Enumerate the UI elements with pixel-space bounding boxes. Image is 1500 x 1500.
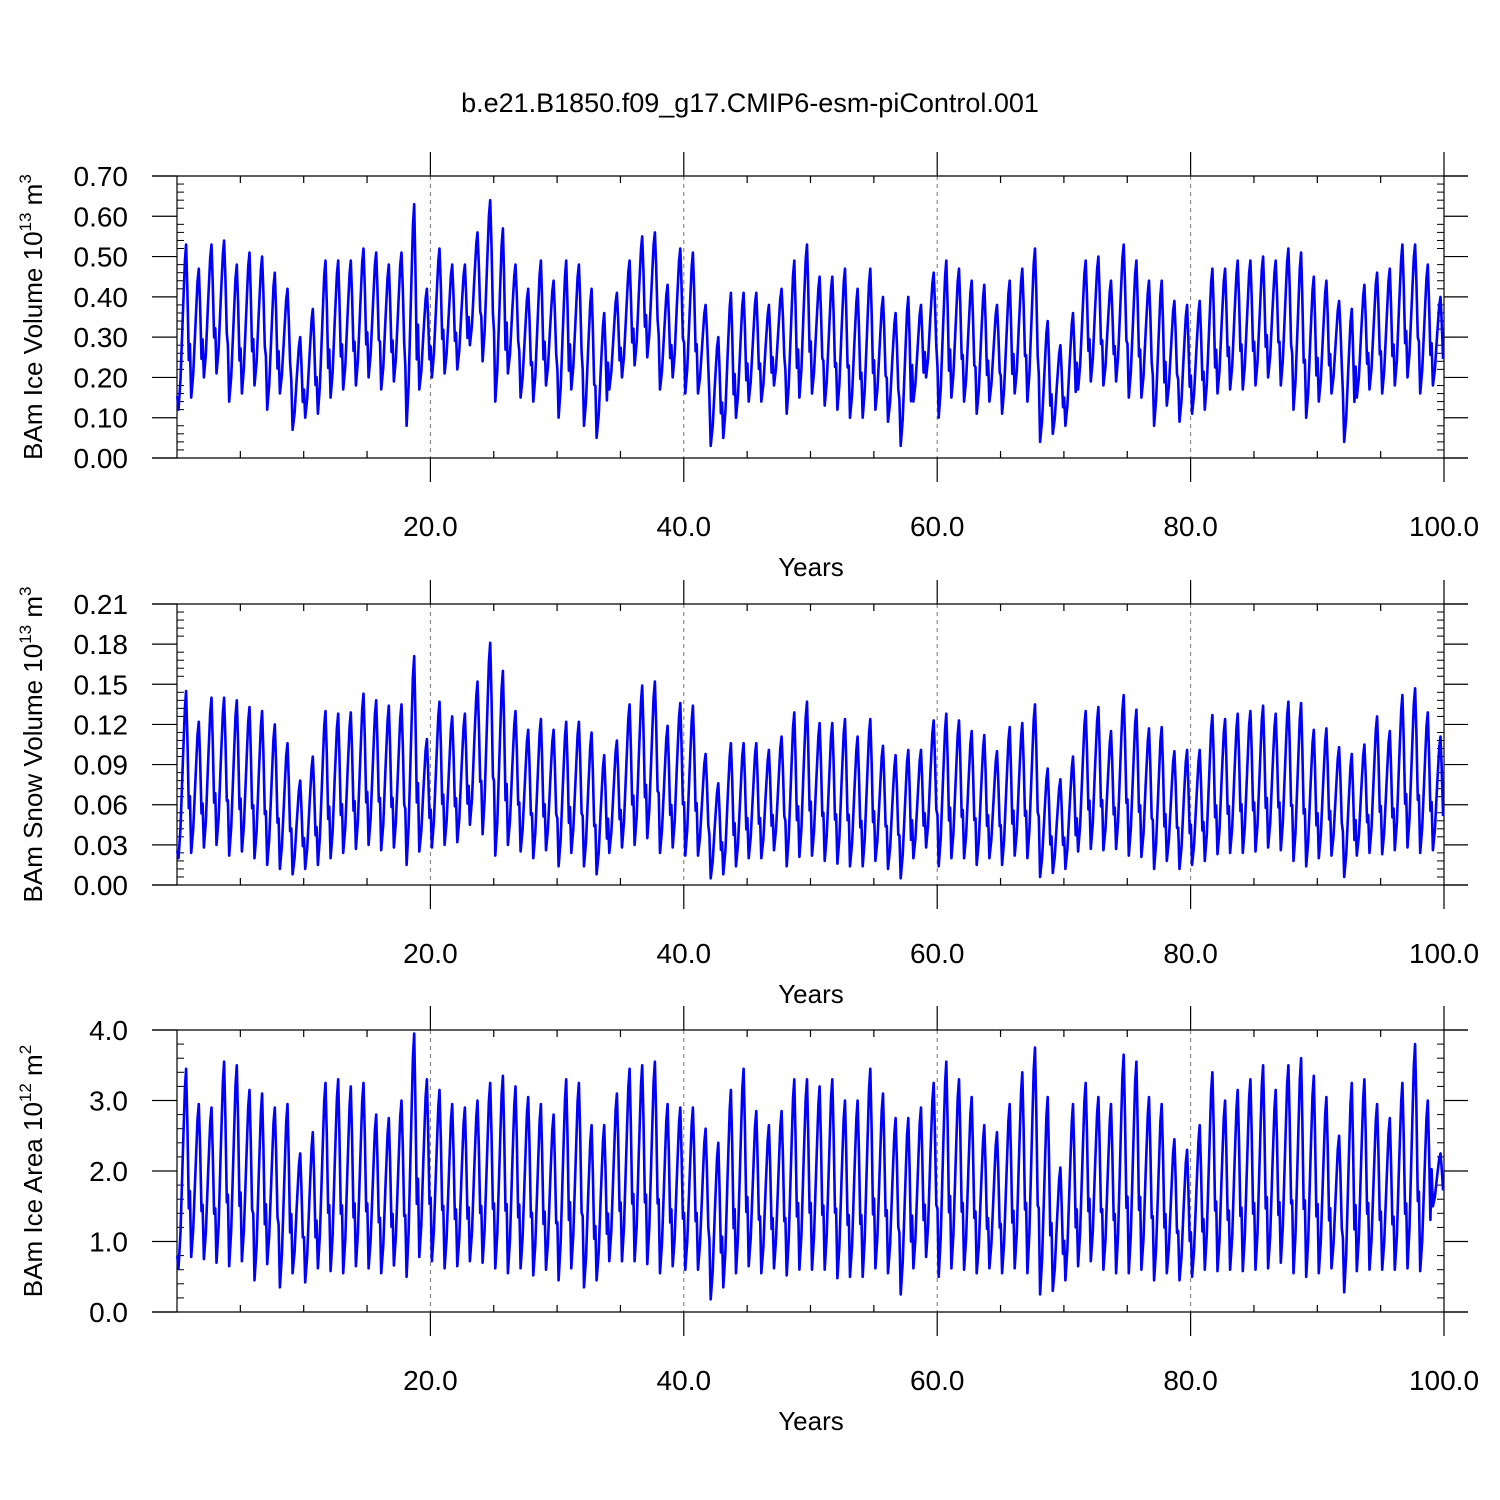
y-tick-label: 0.06 — [74, 790, 129, 821]
x-axis-label: Years — [778, 1406, 844, 1436]
y-axis-label: BAm Ice Volume 1013 m3 — [16, 174, 48, 460]
figure-title: b.e21.B1850.f09_g17.CMIP6-esm-piControl.… — [461, 88, 1039, 118]
x-tick-label: 60.0 — [910, 511, 965, 542]
y-tick-label: 0.12 — [74, 709, 129, 740]
y-tick-label: 0.10 — [74, 403, 129, 434]
series-line — [176, 1032, 1445, 1301]
x-tick-label: 20.0 — [403, 938, 458, 969]
y-tick-label: 0.20 — [74, 362, 129, 393]
y-tick-label: 0.03 — [74, 830, 129, 861]
panels: 0.00 0.10 0.20 0.30 0.40 0.50 0.60 0.70 20.0 40.0… — [16, 152, 1479, 1436]
y-tick-label: 0.70 — [74, 161, 129, 192]
y-axis-label: BAm Ice Area 1012 m2 — [16, 1045, 48, 1297]
panel-2: 0.00 0.03 0.06 0.09 0.12 0.15 0.18 0.21 20.0 40.0… — [16, 580, 1479, 1009]
y-tick-label: 0.50 — [74, 242, 129, 273]
y-tick-label: 0.21 — [74, 589, 129, 620]
series-line — [176, 198, 1445, 448]
y-tick-label: 0.09 — [74, 750, 129, 781]
y-tick-label: 1.0 — [89, 1227, 128, 1258]
x-tick-label: 80.0 — [1163, 1365, 1218, 1396]
y-tick-label: 3.0 — [89, 1086, 128, 1117]
y-tick-label: 0.15 — [74, 669, 129, 700]
panel-3: 0.0 1.0 2.0 3.0 4.0 20.0 40.0 60.0 80.0 100.0 Year… — [16, 1006, 1479, 1436]
x-tick-label: 100.0 — [1409, 938, 1479, 969]
x-tick-label: 20.0 — [403, 1365, 458, 1396]
x-tick-label: 100.0 — [1409, 1365, 1479, 1396]
x-tick-label: 40.0 — [657, 1365, 712, 1396]
x-tick-label: 60.0 — [910, 1365, 965, 1396]
y-tick-label: 0.60 — [74, 201, 129, 232]
x-tick-label: 60.0 — [910, 938, 965, 969]
y-tick-label: 2.0 — [89, 1156, 128, 1187]
y-tick-label: 0.18 — [74, 629, 129, 660]
x-tick-label: 20.0 — [403, 511, 458, 542]
y-tick-label: 0.30 — [74, 322, 129, 353]
x-tick-label: 100.0 — [1409, 511, 1479, 542]
x-tick-label: 40.0 — [657, 511, 712, 542]
panel-1: 0.00 0.10 0.20 0.30 0.40 0.50 0.60 0.70 20.0 40.0… — [16, 152, 1479, 582]
x-tick-label: 40.0 — [657, 938, 712, 969]
x-axis-label: Years — [778, 552, 844, 582]
y-tick-label: 0.40 — [74, 282, 129, 313]
y-tick-label: 0.00 — [74, 443, 129, 474]
y-tick-label: 4.0 — [89, 1015, 128, 1046]
series-line — [176, 641, 1445, 880]
x-axis-label: Years — [778, 979, 844, 1009]
x-tick-label: 80.0 — [1163, 938, 1218, 969]
y-tick-label: 0.00 — [74, 870, 129, 901]
y-tick-label: 0.0 — [89, 1297, 128, 1328]
y-axis-label: BAm Snow Volume 1013 m3 — [16, 587, 48, 903]
x-tick-label: 80.0 — [1163, 511, 1218, 542]
